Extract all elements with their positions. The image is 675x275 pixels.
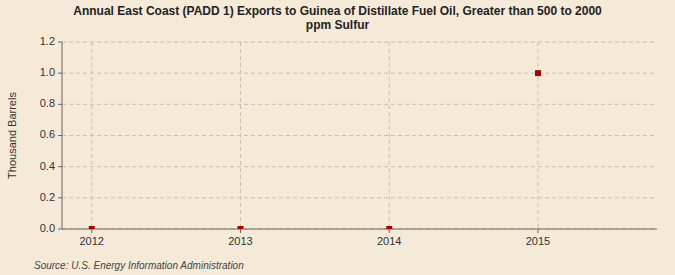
y-tick [58, 42, 62, 43]
point [89, 226, 95, 229]
grid [62, 42, 657, 229]
y-grid-line [62, 73, 657, 74]
title: Annual East Coast (PADD 1) Exports to Gu… [73, 4, 602, 32]
y-tick-label: 1.0 [40, 66, 55, 78]
y-tick-label: 1.2 [40, 35, 55, 47]
x-tick-label: 2013 [228, 235, 252, 247]
y-tick-label: 0.6 [40, 128, 55, 140]
x-grid-line [389, 42, 390, 229]
y-tick-label: 0.8 [40, 97, 55, 109]
y-grid-line [62, 104, 657, 105]
y-grid-line [62, 197, 657, 198]
y-axis-label: Thousand Barrels [6, 92, 18, 179]
y-tick [58, 166, 62, 167]
y-tick-label: 0.4 [40, 160, 55, 172]
x-tick-label: 2015 [526, 235, 550, 247]
x-tick [91, 229, 92, 233]
y-grid-line [62, 229, 657, 230]
y-grid-line [62, 42, 657, 43]
point [386, 226, 392, 229]
title-line: Annual East Coast (PADD 1) Exports to Gu… [73, 4, 602, 18]
y-axis-line [62, 42, 63, 229]
x-tick [240, 229, 241, 233]
y-tick [58, 197, 62, 198]
point [238, 226, 244, 229]
y-tick [58, 73, 62, 74]
x-tick [389, 229, 390, 233]
y-grid-line [62, 166, 657, 167]
background [0, 0, 675, 275]
source-annotation: Source: U.S. Energy Information Administ… [34, 260, 244, 271]
y-tick [58, 229, 62, 230]
axes: 0.0 0.2 0.4 0.6 0.8 1.0 1.2 2012 2013 2014 2015 [40, 35, 657, 247]
points [89, 70, 541, 229]
x-tick-label: 2014 [377, 235, 401, 247]
y-tick [58, 135, 62, 136]
chart-svg: 0.0 0.2 0.4 0.6 0.8 1.0 1.2 2012 2013 2014 2015 Tho… [0, 0, 675, 275]
y-grid-line [62, 135, 657, 136]
title-line: ppm Sulfur [306, 18, 370, 32]
x-tick-label: 2012 [80, 235, 104, 247]
y-tick-label: 0.2 [40, 191, 55, 203]
y-tick-label: 0.0 [40, 222, 55, 234]
x-axis-line [62, 229, 657, 230]
chart-container: 0.0 0.2 0.4 0.6 0.8 1.0 1.2 2012 2013 2014 2015 Tho… [0, 0, 675, 275]
x-grid-line [240, 42, 241, 229]
x-grid-line [538, 42, 539, 229]
y-tick [58, 104, 62, 105]
point [535, 70, 541, 76]
x-grid-line [91, 42, 92, 229]
x-tick [538, 229, 539, 233]
